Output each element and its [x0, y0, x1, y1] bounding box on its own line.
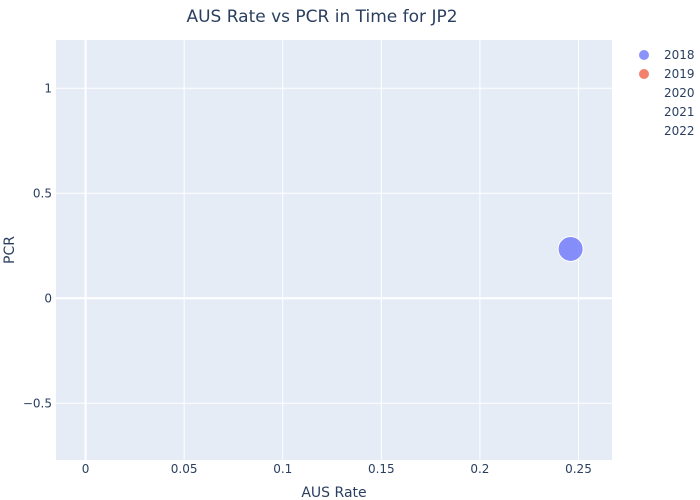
x-axis-title: AUS Rate [301, 485, 366, 500]
legend-label: 2021 [664, 105, 695, 119]
legend-item[interactable]: 2021 [664, 105, 695, 119]
legend-item[interactable]: 2019 [639, 67, 695, 81]
legend-marker [639, 50, 649, 60]
x-tick-label: 0.05 [171, 462, 198, 476]
x-tick-label: 0 [82, 462, 90, 476]
x-tick-label: 0.1 [273, 462, 292, 476]
gridlines [56, 40, 612, 460]
data-point[interactable] [557, 235, 584, 262]
legend-marker [639, 69, 649, 79]
legend-label: 2020 [664, 86, 695, 100]
data-points [557, 235, 584, 262]
y-axis-ticks: −0.5 0 0.5 1 [23, 81, 52, 410]
x-tick-label: 0.15 [368, 462, 395, 476]
legend-item[interactable]: 2020 [664, 86, 695, 100]
legend-label: 2018 [664, 48, 695, 62]
legend-item[interactable]: 2018 [639, 48, 695, 62]
y-tick-label: 1 [44, 81, 52, 95]
legend-label: 2019 [664, 67, 695, 81]
legend-label: 2022 [664, 124, 695, 138]
x-tick-label: 0.25 [565, 462, 592, 476]
legend-item[interactable]: 2022 [664, 124, 695, 138]
x-axis-ticks: 0 0.05 0.1 0.15 0.2 0.25 [82, 462, 592, 476]
y-tick-label: 0 [44, 291, 52, 305]
legend[interactable]: 2018 2019 2020 2021 2022 [639, 48, 695, 138]
y-axis-title: PCR [2, 236, 18, 264]
x-tick-label: 0.2 [470, 462, 489, 476]
chart-title: AUS Rate vs PCR in Time for JP2 [186, 7, 457, 27]
y-tick-label: 0.5 [33, 186, 52, 200]
y-tick-label: −0.5 [23, 396, 52, 410]
plot-area [56, 40, 612, 460]
